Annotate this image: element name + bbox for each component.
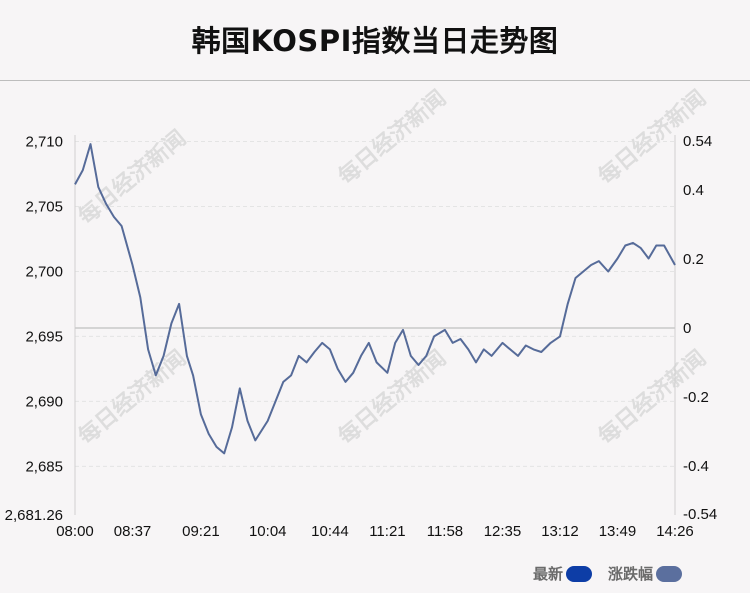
legend-label-latest: 最新 [533,565,564,583]
y-right-tick-labels: 0.54 0.4 0.2 0 -0.2 -0.4 -0.54 [683,133,717,523]
legend-swatch-change [656,566,683,582]
y-left-tick: 2,695 [25,328,63,345]
y-left-tick: 2,705 [25,198,63,215]
x-tick-labels: 08:00 08:37 09:21 10:04 10:44 11:21 11:58 12:35… [56,523,694,540]
y-left-tick: 2,710 [25,133,63,150]
y-right-tick: -0.2 [683,389,709,406]
x-tick: 13:12 [541,523,579,540]
legend-item-change[interactable]: 涨跌幅 [608,563,683,584]
grid-lines [75,140,675,467]
x-tick: 13:49 [599,523,637,540]
x-tick: 12:35 [484,523,522,540]
chart-title: 韩国KOSPI指数当日走势图 [191,24,559,58]
legend-label-change: 涨跌幅 [608,565,654,583]
y-left-tick: 2,690 [25,393,63,410]
y-left-tick-labels: 2,710 2,705 2,700 2,695 2,690 2,685 2,681.26 [5,133,63,524]
y-right-tick: 0 [683,320,691,337]
x-tick: 14:26 [656,523,694,540]
y-left-tick: 2,681.26 [5,507,63,524]
legend-item-latest[interactable]: 最新 [533,563,593,584]
x-tick: 08:37 [114,523,152,540]
y-left-tick: 2,685 [25,458,63,475]
x-tick: 08:00 [56,523,94,540]
series-line-latest [74,143,676,455]
y-right-tick: -0.4 [683,458,709,475]
legend-swatch-latest [566,566,593,582]
y-right-tick: 0.2 [683,251,704,268]
x-tick: 09:21 [182,523,220,540]
x-tick: 10:44 [311,523,349,540]
y-right-tick: 0.4 [683,182,704,199]
x-tick: 11:58 [427,523,463,540]
y-left-tick: 2,700 [25,263,63,280]
x-tick: 11:21 [369,523,405,540]
y-right-tick: -0.54 [683,506,717,523]
title-divider [0,80,750,81]
x-tick: 10:04 [249,523,287,540]
y-right-tick: 0.54 [683,133,712,150]
